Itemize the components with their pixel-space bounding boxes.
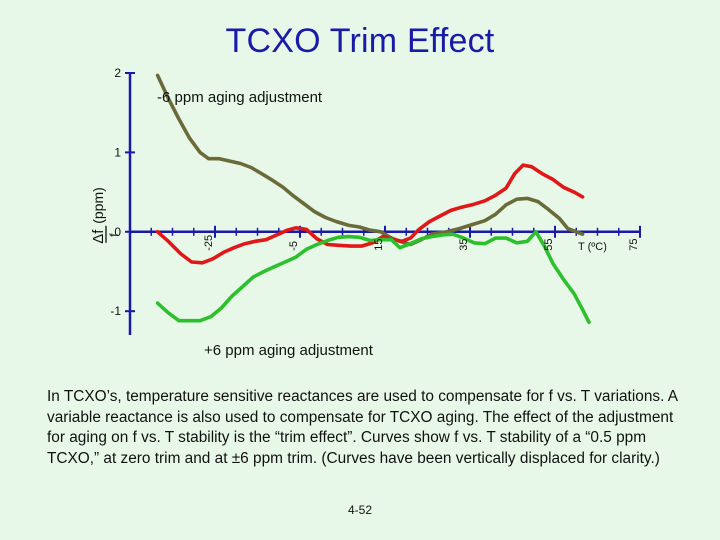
series-line-minus6 [155, 73, 585, 247]
y-axis-label-unit: (ppm) [90, 187, 106, 224]
slide-title: TCXO Trim Effect [225, 22, 495, 60]
y-tick-label: -1 [110, 304, 121, 318]
series-line-plus6 [155, 230, 591, 325]
y-axis-label: Δf f (ppm) [90, 187, 121, 244]
y-tick-label: 2 [114, 66, 121, 80]
slide-caption: In TCXO’s, temperature sensitive reactan… [47, 388, 678, 467]
x-tick-label: -25 [203, 235, 215, 251]
x-axis-label: T (ºC) [578, 241, 607, 253]
x-tick-label: 35 [458, 239, 470, 251]
page-number: 4-52 [347, 503, 373, 517]
y-axis-label-numerator: Δf [90, 229, 107, 244]
annotation-minus6: -6 ppm aging adjustment [157, 89, 323, 106]
x-tick-label: 75 [628, 239, 640, 251]
y-tick-label: 0 [114, 225, 121, 239]
series-line-zero [155, 163, 585, 265]
x-tick-label: 55 [543, 239, 555, 251]
y-axis-label-denominator: f [107, 233, 121, 237]
x-tick-label: 15 [373, 239, 385, 251]
x-tick-label: -5 [288, 241, 300, 251]
y-tick-label: 1 [114, 145, 121, 159]
annotation-plus6: +6 ppm aging adjustment [204, 342, 374, 359]
